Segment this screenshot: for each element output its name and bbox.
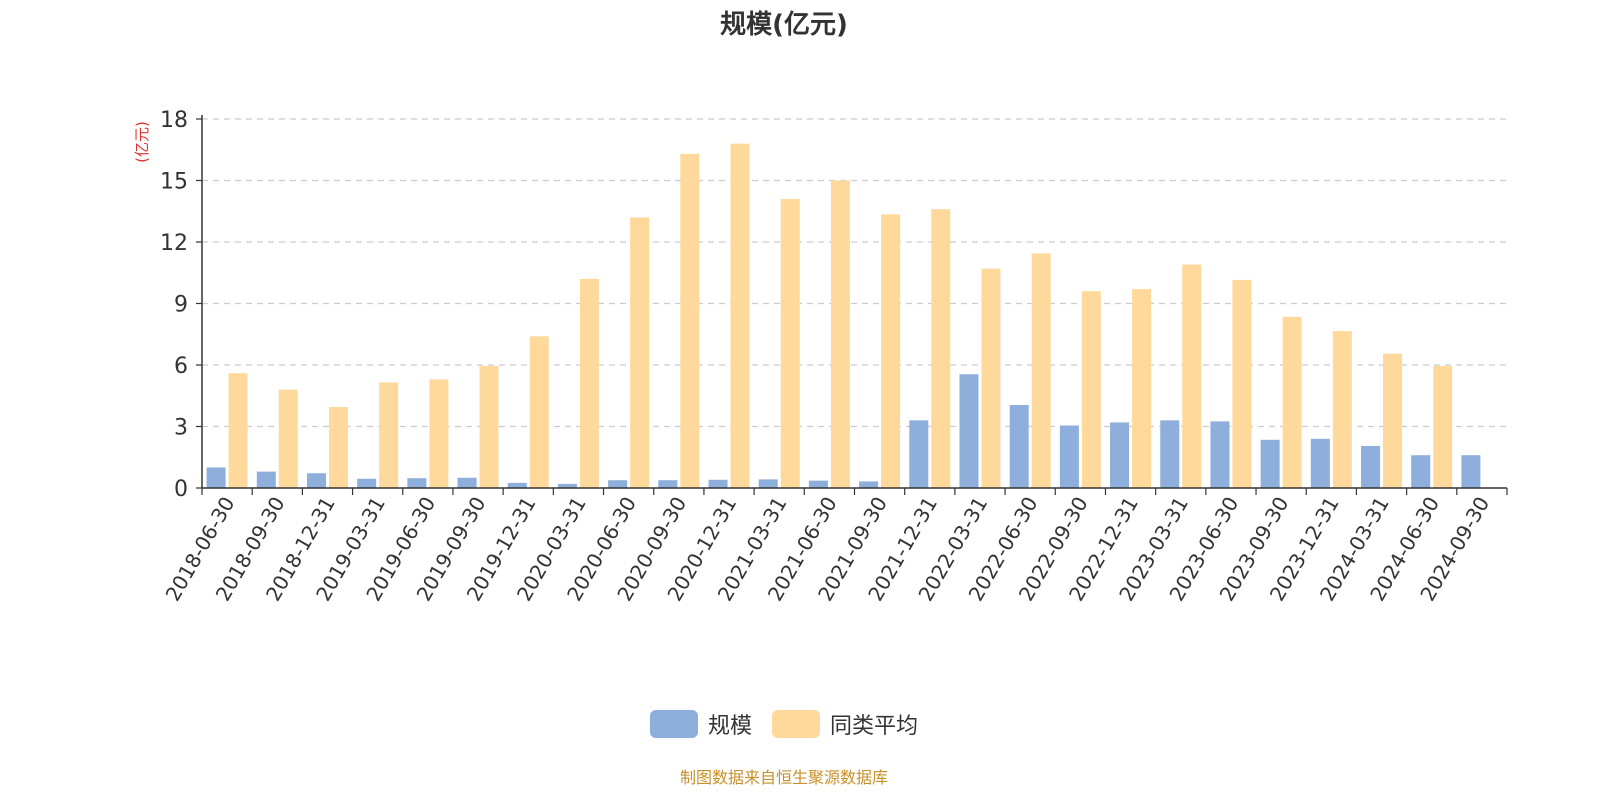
bar-series-1-2024-06-30 [1433, 366, 1453, 488]
bar-series-0-2021-09-30 [859, 481, 879, 488]
bar-series-1-2022-12-31 [1132, 289, 1152, 488]
bar-series-0-2019-06-30 [407, 478, 427, 488]
bar-series-1-2021-06-30 [830, 180, 850, 488]
bar-series-0-2018-12-31 [306, 473, 326, 488]
bar-series-1-2023-12-31 [1332, 331, 1352, 488]
bar-series-1-2023-09-30 [1282, 316, 1302, 488]
legend-item-series-0[interactable]: 规模 [649, 708, 752, 740]
legend-label-series-1: 同类平均 [830, 714, 919, 739]
bar-series-1-2022-09-30 [1081, 291, 1101, 488]
y-tick-label: 0 [174, 477, 188, 502]
y-axis-label: (亿元) [133, 121, 151, 163]
bar-series-1-2018-09-30 [278, 389, 298, 488]
grid-lines [202, 118, 1507, 428]
bar-series-1-2020-06-30 [630, 217, 650, 488]
y-tick-label: 9 [174, 293, 188, 318]
bar-series-1-2020-09-30 [680, 153, 700, 488]
bar-series-1-2021-09-30 [881, 214, 901, 488]
bar-series-1-2021-12-31 [931, 209, 951, 488]
bar-series-1-2018-12-31 [328, 407, 348, 488]
source-note: 制图数据来自恒生聚源数据库 [679, 768, 888, 787]
bar-series-0-2023-06-30 [1210, 421, 1230, 488]
bar-series-0-2022-03-31 [959, 374, 979, 488]
legend-swatch-series-1 [772, 710, 820, 738]
chart-title: 规模(亿元) [720, 10, 848, 40]
bar-series-0-2022-06-30 [1009, 404, 1029, 488]
legend-item-series-1[interactable]: 同类平均 [772, 708, 918, 740]
bar-series-1-2019-06-30 [429, 379, 449, 488]
axes [196, 115, 1508, 495]
bar-series-0-2020-12-31 [708, 479, 728, 488]
bar-series-0-2018-06-30 [206, 467, 226, 488]
bar-series-0-2019-03-31 [357, 478, 377, 488]
bar-series-0-2023-09-30 [1260, 439, 1280, 488]
y-tick-label: 12 [160, 231, 188, 256]
bar-series-1-2023-03-31 [1182, 264, 1202, 488]
bar-series-0-2024-06-30 [1411, 455, 1431, 488]
bar-series-1-2019-09-30 [479, 366, 499, 488]
bar-series-0-2021-12-31 [909, 420, 929, 488]
legend-label-series-0: 规模 [707, 714, 752, 739]
bar-series-0-2018-09-30 [256, 471, 276, 488]
bar-series-0-2021-03-31 [758, 479, 778, 488]
legend-swatch-series-0 [649, 710, 698, 738]
bars [206, 143, 1481, 488]
bar-series-0-2022-09-30 [1059, 425, 1079, 488]
bar-series-1-2024-03-31 [1383, 353, 1403, 488]
bar-series-0-2023-12-31 [1310, 438, 1330, 488]
bar-series-0-2021-06-30 [808, 480, 828, 488]
y-tick-label: 3 [174, 416, 188, 441]
bar-series-0-2020-03-31 [557, 483, 577, 488]
y-tick-label: 6 [174, 354, 188, 379]
bar-series-0-2020-06-30 [608, 480, 628, 488]
bar-series-1-2019-12-31 [529, 336, 549, 488]
bar-series-0-2020-09-30 [658, 480, 678, 488]
bar-series-0-2019-09-30 [457, 477, 477, 488]
legend: 规模 同类平均 [0, 708, 1568, 740]
bar-series-1-2020-12-31 [730, 143, 750, 488]
bar-series-1-2020-03-31 [579, 278, 599, 488]
bar-series-1-2023-06-30 [1232, 279, 1252, 488]
bar-series-0-2019-12-31 [507, 482, 527, 488]
bar-series-0-2024-09-30 [1461, 455, 1481, 488]
bar-series-1-2021-03-31 [780, 198, 800, 488]
bar-series-0-2022-12-31 [1110, 422, 1130, 488]
bar-series-1-2019-03-31 [379, 382, 399, 488]
bar-series-0-2023-03-31 [1160, 420, 1180, 488]
bar-series-1-2022-03-31 [981, 268, 1001, 488]
bar-series-1-2022-06-30 [1031, 253, 1051, 488]
y-tick-label: 15 [160, 170, 188, 195]
y-tick-label: 18 [160, 108, 188, 133]
bar-series-1-2018-06-30 [228, 373, 248, 488]
bar-series-0-2024-03-31 [1361, 445, 1381, 488]
